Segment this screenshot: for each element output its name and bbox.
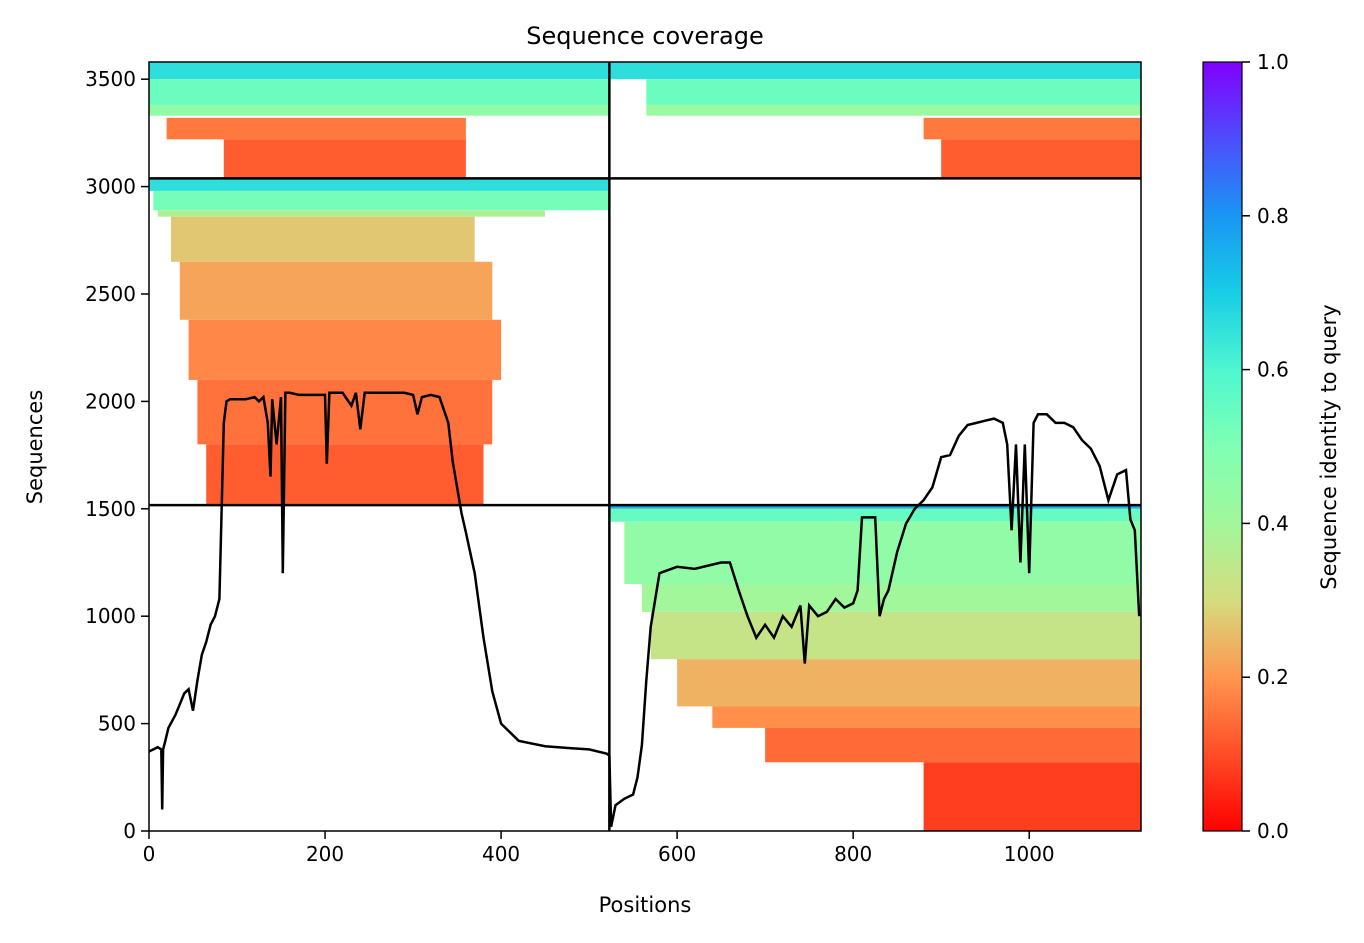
x-tick-label: 1000 bbox=[1004, 842, 1055, 866]
heat-band bbox=[765, 727, 1141, 763]
x-tick-label: 600 bbox=[658, 842, 696, 866]
heat-band bbox=[677, 659, 1141, 707]
heat-band bbox=[171, 216, 475, 262]
y-tick-label: 0 bbox=[123, 819, 136, 843]
colorbar-tick-label: 0.0 bbox=[1257, 819, 1289, 843]
heat-band bbox=[157, 210, 546, 217]
y-axis-label: Sequences bbox=[23, 390, 47, 505]
x-tick-label: 800 bbox=[834, 842, 872, 866]
y-tick-label: 1500 bbox=[85, 497, 136, 521]
heat-band bbox=[149, 104, 610, 116]
heat-band bbox=[923, 762, 1141, 831]
heat-band bbox=[712, 706, 1141, 728]
heat-band bbox=[153, 190, 610, 211]
y-tick-label: 3000 bbox=[85, 175, 136, 199]
x-tick-label: 200 bbox=[306, 842, 344, 866]
heat-band bbox=[646, 79, 1141, 105]
heat-band bbox=[609, 505, 1141, 509]
heat-band bbox=[941, 139, 1141, 179]
colorbar bbox=[1202, 61, 1243, 832]
heat-band bbox=[609, 62, 1141, 80]
x-tick-label: 0 bbox=[143, 842, 156, 866]
y-axis: 0 500 1000 1500 2000 2500 3000 3500 bbox=[85, 67, 149, 843]
colorbar-tick-label: 0.2 bbox=[1257, 665, 1289, 689]
heat-band bbox=[624, 521, 1141, 584]
x-tick-label: 400 bbox=[482, 842, 520, 866]
y-tick-label: 1000 bbox=[85, 604, 136, 628]
y-tick-label: 3500 bbox=[85, 67, 136, 91]
coverage-heatmap bbox=[149, 62, 1141, 831]
coverage-line bbox=[149, 391, 1141, 827]
heat-band bbox=[149, 178, 610, 191]
x-axis-label: Positions bbox=[599, 893, 692, 917]
segment-dividers bbox=[149, 62, 1141, 831]
heat-band bbox=[609, 508, 1141, 522]
heat-band bbox=[646, 104, 1141, 116]
heat-band bbox=[641, 583, 1141, 612]
heat-band bbox=[149, 62, 610, 80]
heat-band bbox=[188, 319, 502, 380]
colorbar-tick-label: 1.0 bbox=[1257, 50, 1289, 74]
heat-band bbox=[923, 117, 1141, 140]
heat-band bbox=[223, 139, 466, 179]
plot-frame bbox=[148, 61, 1142, 832]
y-tick-label: 500 bbox=[98, 712, 136, 736]
colorbar-tick-label: 0.4 bbox=[1257, 511, 1289, 535]
y-tick-label: 2500 bbox=[85, 282, 136, 306]
heat-band bbox=[197, 379, 493, 445]
chart-title: Sequence coverage bbox=[526, 22, 763, 50]
heat-band bbox=[149, 79, 610, 105]
colorbar-ticks: 0.0 0.2 0.4 0.6 0.8 1.0 bbox=[1242, 50, 1289, 843]
colorbar-tick-label: 0.8 bbox=[1257, 204, 1289, 228]
heat-band bbox=[206, 444, 484, 506]
y-tick-label: 2000 bbox=[85, 389, 136, 413]
heat-band bbox=[650, 611, 1141, 660]
colorbar-tick-label: 0.6 bbox=[1257, 358, 1289, 382]
heat-band bbox=[179, 261, 493, 320]
colorbar-label: Sequence identity to query bbox=[1317, 304, 1341, 589]
x-axis: 0 200 400 600 800 1000 bbox=[143, 831, 1055, 866]
heat-band bbox=[166, 117, 466, 140]
